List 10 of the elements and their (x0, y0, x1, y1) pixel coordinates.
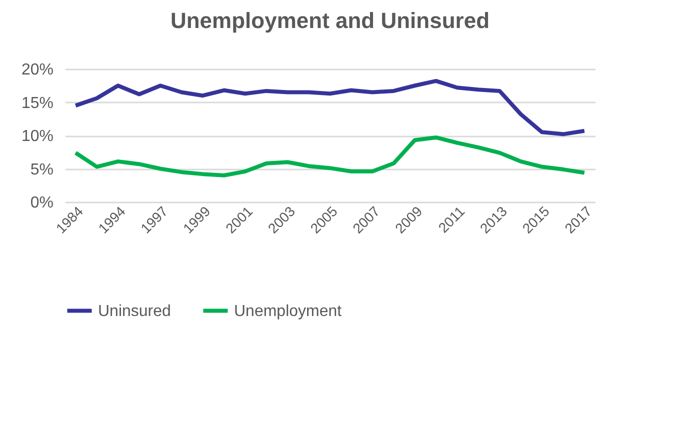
legend-label: Uninsured (98, 302, 171, 320)
y-tick-label: 15% (21, 94, 54, 112)
chart-title: Unemployment and Uninsured (170, 8, 490, 33)
y-tick-label: 0% (30, 194, 54, 212)
y-tick-label: 5% (30, 161, 54, 178)
line-series (74, 78, 586, 136)
y-tick-label: 10% (21, 128, 54, 145)
legend-label: Unemployment (234, 302, 342, 320)
y-tick-label: 20% (21, 62, 54, 78)
line-series (74, 135, 586, 178)
